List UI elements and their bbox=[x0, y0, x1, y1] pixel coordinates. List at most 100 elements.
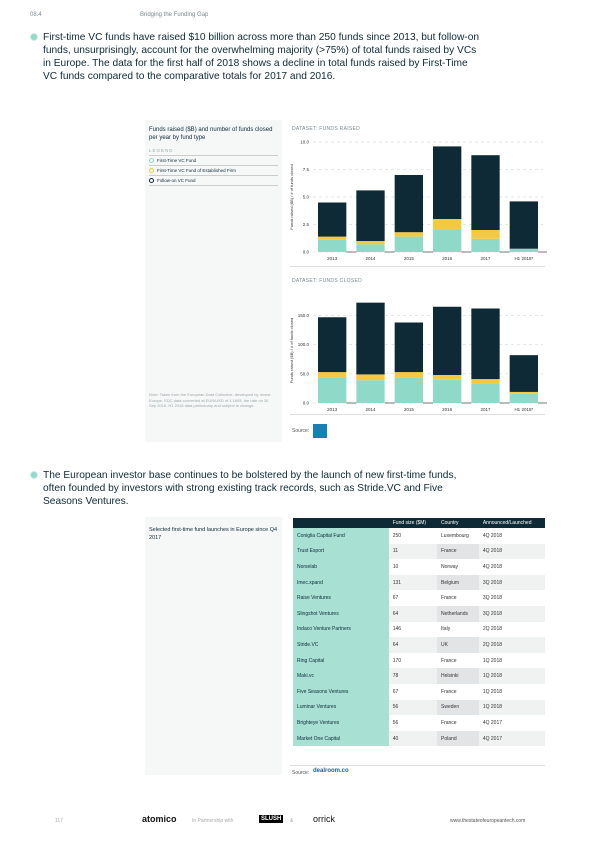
x-tick-label: 2015 bbox=[404, 256, 415, 261]
atomico-logo: atomico bbox=[142, 814, 177, 824]
dealroom-logo: dealroom.co bbox=[313, 768, 349, 774]
table-cell: Italy bbox=[441, 626, 451, 633]
table-cell: 3Q 2018 bbox=[478, 605, 545, 622]
bar-segment bbox=[318, 317, 347, 373]
bar-segment bbox=[356, 241, 385, 245]
section-title: Bridging the Funding Gap bbox=[140, 12, 209, 18]
bar-segment bbox=[509, 391, 538, 394]
table-cell: Brighteye Ventures bbox=[293, 715, 389, 731]
table-cell: 56 bbox=[388, 699, 438, 716]
x-tick-label: 2017 bbox=[480, 407, 491, 412]
fund-launches-table: Fund size ($M) Country Announced/Launched C… bbox=[293, 518, 545, 747]
bar-segment bbox=[394, 232, 423, 237]
y-tick-label: 0.0 bbox=[303, 401, 310, 406]
chart2-title: DATASET: FUNDS CLOSED bbox=[292, 278, 363, 284]
table-cell: 1Q 2018 bbox=[478, 668, 545, 684]
table-cell: Coniglia Capital Fund bbox=[293, 528, 389, 544]
legend-item: First-Time VC Fund of Established Firm bbox=[149, 166, 278, 176]
table-row: Slingshot Ventures 64 Netherlands 3Q 2018 bbox=[293, 605, 545, 622]
table-cell: Market One Capital bbox=[293, 730, 389, 747]
y-tick-label: 50.0 bbox=[300, 371, 309, 376]
column-header: Announced/Launched bbox=[478, 518, 545, 528]
table-cell: Poland bbox=[437, 730, 479, 747]
funds-closed-chart: 0.0 50.0 100.0 150.0 Funds raised ($B) / # o… bbox=[289, 302, 547, 412]
source-logo bbox=[313, 424, 327, 438]
page-number: 117 bbox=[55, 818, 63, 824]
bar-segment bbox=[318, 372, 347, 378]
table-cell: 3Q 2018 bbox=[478, 574, 545, 591]
y-tick-label: 0.0 bbox=[303, 250, 310, 255]
bar-segment bbox=[394, 175, 423, 233]
y-tick-label: 100.0 bbox=[298, 342, 310, 347]
bar-segment bbox=[471, 230, 500, 239]
table-row: Five Seasons Ventures 67 France 1Q 2018 bbox=[293, 683, 545, 700]
table-cell: Slingshot Ventures bbox=[293, 605, 389, 622]
table-cell: Sweden bbox=[437, 699, 479, 716]
bar-segment bbox=[394, 236, 423, 252]
table-cell: Netherlands bbox=[437, 605, 479, 622]
website-url: www.thestateofeuropeantech.com bbox=[450, 818, 526, 824]
table-cell: 2Q 2018 bbox=[478, 637, 545, 653]
bar-segment bbox=[433, 146, 462, 219]
x-tick-label: 2017 bbox=[480, 256, 491, 261]
table-row: Brighteye Ventures 56 France 4Q 2017 bbox=[293, 715, 545, 731]
bar-segment bbox=[433, 375, 462, 380]
bar-segment bbox=[394, 372, 423, 378]
table-cell: 4Q 2017 bbox=[478, 730, 545, 747]
table-cell: 4Q 2018 bbox=[482, 532, 503, 539]
x-tick-label: 2014 bbox=[365, 407, 376, 412]
orrick-logo: orrick bbox=[313, 814, 335, 824]
table-cell: 4Q 2017 bbox=[482, 719, 503, 726]
x-tick-label: 2013 bbox=[327, 256, 338, 261]
bar-segment bbox=[433, 379, 462, 403]
table-row: Stride.VC 64 UK 2Q 2018 bbox=[293, 637, 545, 653]
table-cell: 4Q 2018 bbox=[478, 543, 545, 560]
table-cell: Stride.VC bbox=[293, 637, 389, 653]
bar-segment bbox=[318, 236, 347, 240]
table-cell: France bbox=[437, 543, 479, 560]
table-cell: France bbox=[441, 719, 457, 726]
x-tick-label: H1 2018* bbox=[514, 407, 533, 412]
x-tick-label: 2015 bbox=[404, 407, 415, 412]
chart-title: Funds raised ($B) and number of funds cl… bbox=[149, 127, 273, 141]
table-cell: 250 bbox=[392, 532, 402, 539]
table-cell: Helsinki bbox=[437, 668, 479, 684]
table-cell: 146 bbox=[392, 626, 402, 633]
table-cell: 67 bbox=[392, 688, 399, 695]
table-row: Imec.xpand 131 Belgium 3Q 2018 bbox=[293, 574, 545, 591]
table-cell: 11 bbox=[388, 543, 438, 560]
bar-segment bbox=[433, 219, 462, 230]
bar-segment bbox=[509, 355, 538, 392]
table-row: Market One Capital 40 Poland 4Q 2017 bbox=[293, 730, 545, 747]
x-tick-label: 2016 bbox=[442, 407, 453, 412]
bullet-paragraph-1: First-time VC funds have raised $10 bill… bbox=[30, 31, 480, 83]
section-number: 08.4 bbox=[30, 12, 42, 18]
x-tick-label: 2014 bbox=[365, 256, 376, 261]
table-cell: 1Q 2018 bbox=[478, 699, 545, 716]
circle-icon bbox=[149, 168, 154, 173]
x-tick-label: H1 2018* bbox=[514, 256, 533, 261]
ampersand: & bbox=[290, 818, 294, 824]
slush-logo: SLUSH bbox=[259, 815, 284, 823]
circle-icon bbox=[149, 158, 154, 163]
chart1-title: DATASET: FUNDS RAISED bbox=[292, 126, 361, 132]
table-row: Norselab 10 Norway 4Q 2018 bbox=[293, 559, 545, 575]
bar-segment bbox=[471, 308, 500, 380]
bar-segment bbox=[318, 377, 347, 403]
bullet-icon bbox=[30, 471, 38, 479]
table-cell: Belgium bbox=[437, 574, 479, 591]
bar-segment bbox=[356, 374, 385, 381]
legend-heading: LEGEND bbox=[149, 148, 278, 156]
circle-icon bbox=[149, 178, 154, 183]
bullet-paragraph-2: The European investor base continues to … bbox=[30, 469, 480, 508]
column-header: Country bbox=[437, 518, 479, 528]
table-cell: France bbox=[441, 688, 457, 695]
table-row: Ring Capital 170 France 1Q 2018 bbox=[293, 652, 545, 669]
bar-segment bbox=[356, 244, 385, 252]
bar-segment bbox=[471, 238, 500, 252]
source-label: Source: bbox=[292, 428, 310, 434]
y-tick-label: 10.0 bbox=[300, 140, 309, 145]
table-cell: Raise Ventures bbox=[293, 590, 389, 606]
table-cell: France bbox=[441, 657, 457, 664]
table-cell: 64 bbox=[388, 637, 438, 653]
